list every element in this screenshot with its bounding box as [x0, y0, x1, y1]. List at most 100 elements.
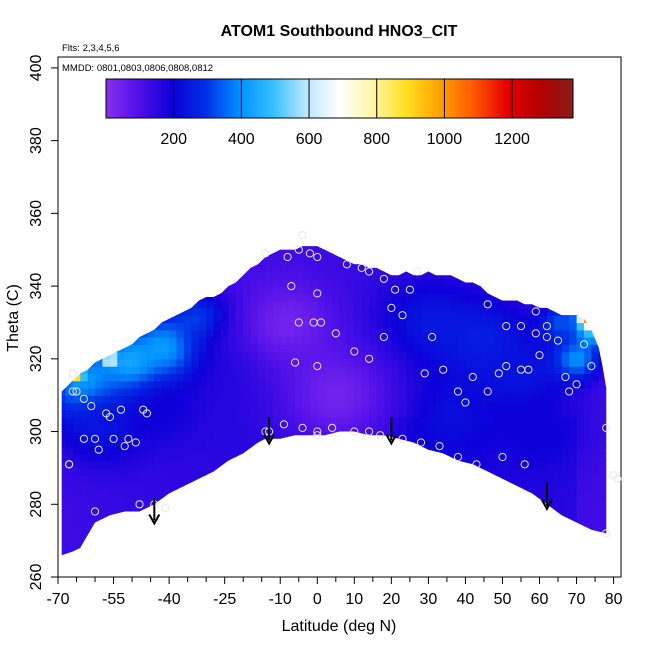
field-cell [465, 460, 474, 469]
field-cell [65, 395, 74, 404]
field-cell [576, 249, 585, 258]
field-cell [198, 446, 207, 454]
field-cell [606, 352, 614, 360]
field-cell [606, 432, 614, 440]
field-cell [495, 547, 504, 556]
field-cell [435, 482, 444, 491]
field-cell [435, 504, 444, 513]
field-cell [524, 526, 533, 534]
field-cell [354, 511, 363, 520]
field-cell [317, 235, 325, 243]
field-cell [117, 497, 126, 505]
field-cell [154, 322, 163, 331]
field-cell [61, 511, 66, 520]
field-cell [95, 497, 103, 505]
field-cell [65, 504, 74, 513]
field-cell [61, 467, 66, 476]
field-cell [465, 497, 474, 505]
field-cell [435, 489, 444, 498]
field-cell [458, 249, 466, 258]
field-cell [317, 373, 326, 382]
field-cell [361, 424, 370, 433]
field-cell [539, 246, 548, 251]
field-cell [161, 286, 170, 294]
field-cell [272, 300, 281, 309]
field-cell [109, 475, 118, 484]
field-cell [280, 249, 289, 258]
field-cell [546, 358, 555, 367]
observation-point [602, 529, 611, 538]
field-cell [383, 482, 392, 491]
field-cell [332, 555, 340, 563]
field-cell [302, 409, 311, 418]
field-cell [532, 246, 541, 251]
field-cell [465, 249, 474, 258]
field-cell [406, 235, 414, 243]
field-cell [606, 461, 614, 469]
field-cell [65, 417, 74, 425]
field-cell [132, 497, 141, 505]
field-cell [287, 482, 296, 491]
field-cell [176, 431, 185, 440]
field-cell [569, 409, 578, 418]
field-cell [398, 504, 407, 513]
field-cell [376, 264, 385, 273]
field-cell [598, 380, 607, 389]
field-cell [80, 417, 89, 425]
field-cell [561, 540, 570, 549]
field-cell [72, 264, 81, 273]
field-cell [561, 475, 570, 484]
field-cell [72, 395, 81, 404]
field-cell [554, 475, 563, 484]
y-tick-label: 280 [28, 491, 45, 518]
field-cell [346, 337, 355, 345]
field-cell [228, 547, 237, 556]
field-cell [524, 373, 533, 382]
field-cell [198, 286, 207, 294]
field-cell [443, 337, 452, 345]
field-cell [154, 504, 163, 513]
field-cell [206, 475, 215, 484]
field-cell [95, 315, 103, 324]
field-cell [198, 489, 207, 498]
field-cell [354, 373, 363, 382]
field-cell [317, 300, 326, 309]
field-cell [272, 337, 281, 345]
field-cell [339, 307, 348, 316]
field-cell [109, 373, 118, 382]
field-cell [154, 387, 163, 396]
field-cell [139, 489, 148, 498]
field-cell [554, 315, 563, 324]
field-cell [243, 373, 252, 382]
field-cell [428, 482, 437, 491]
field-cell [458, 235, 466, 243]
field-cell [169, 467, 178, 476]
field-cell [265, 286, 274, 294]
field-cell [339, 417, 348, 425]
field-cell [383, 358, 392, 367]
field-cell [324, 257, 333, 265]
field-cell [398, 271, 407, 280]
field-cell [398, 380, 407, 389]
field-cell [146, 533, 155, 542]
field-cell [443, 417, 452, 425]
field-cell [361, 329, 370, 338]
field-cell [509, 366, 518, 374]
field-cell [458, 380, 466, 389]
field-cell [495, 526, 504, 534]
field-cell [391, 409, 400, 418]
field-cell [324, 417, 333, 425]
field-cell [265, 547, 274, 556]
field-cell [435, 300, 444, 309]
field-cell [317, 526, 326, 534]
field-cell [421, 409, 429, 418]
field-cell [524, 402, 533, 411]
field-cell [139, 417, 148, 425]
field-cell [428, 373, 437, 382]
field-cell [302, 337, 311, 345]
field-cell [265, 307, 274, 316]
field-cell [435, 257, 444, 265]
field-cell [383, 315, 392, 324]
field-cell [110, 555, 118, 563]
field-cell [517, 482, 526, 491]
